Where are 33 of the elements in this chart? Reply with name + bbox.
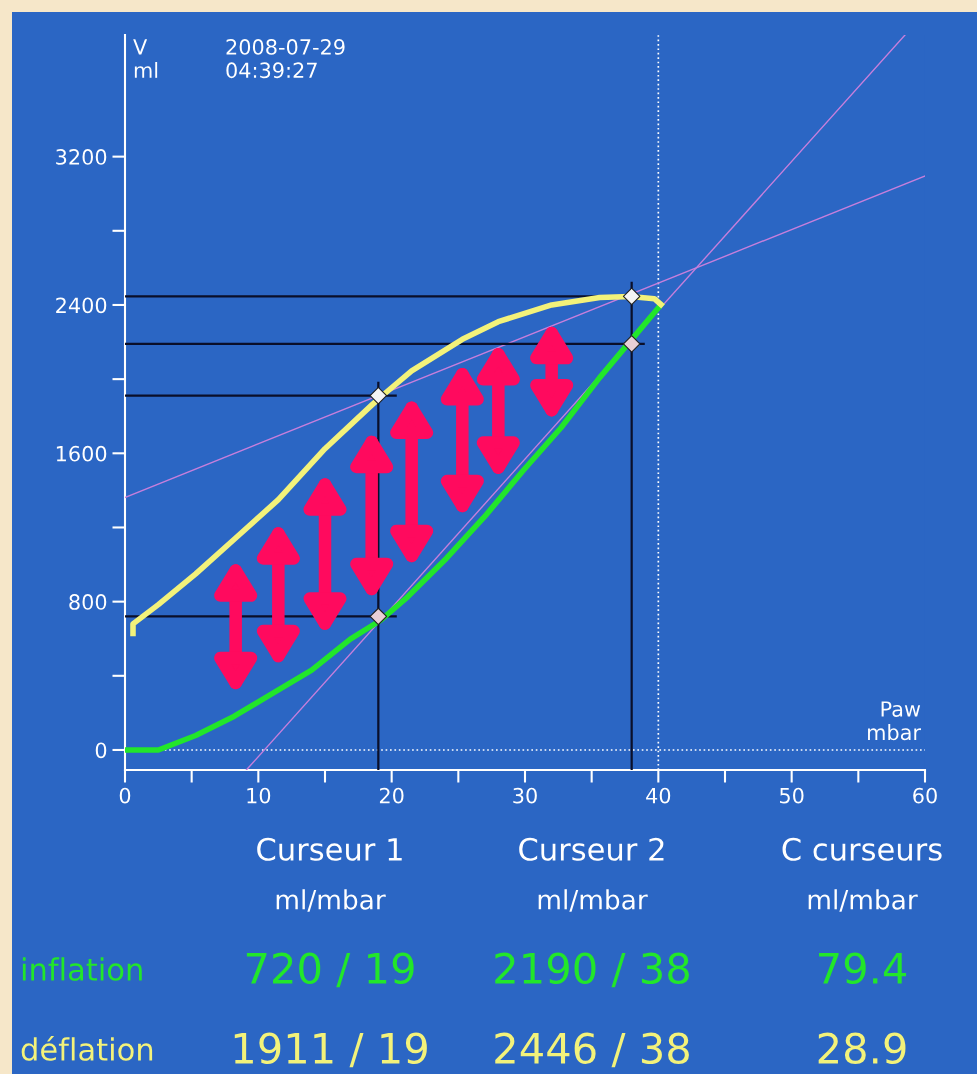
x-tick-label: 20 [379,787,404,804]
x-axis-title: Paw mbar [868,701,921,741]
x-tick-label: 0 [119,787,131,804]
y-tick-label: 2400 [56,297,107,314]
y-tick-label: 0 [95,742,107,759]
text: ml/mbar [538,889,648,912]
y-axis-title: V ml [133,39,158,78]
annotation: 2008-07-29 04:39:27 [226,39,345,79]
x-tick-label: 60 [913,787,937,804]
x-tick-label: 10 [247,787,271,804]
point [622,287,641,306]
text: 1911 / 19 [234,1032,427,1068]
text: inflation [22,957,142,981]
y-tick-label: 800 [69,594,107,610]
text: Curseur 1 [257,837,402,861]
text: ml/mbar [276,889,386,912]
text: Curseur 2 [519,837,664,861]
point [369,607,388,626]
y-tick-label: 1600 [56,445,107,462]
text: déflation [21,1035,153,1061]
text: ml/mbar [808,889,918,912]
text: 2446 / 38 [495,1032,689,1068]
text: C curseurs [782,837,942,861]
point [622,335,641,353]
y-tick-label: 3200 [56,149,107,165]
x-tick-label: 50 [780,787,804,804]
point [369,386,388,405]
x-tick-label: 30 [513,787,537,804]
text: 720 / 19 [246,952,414,988]
text: 2190 / 38 [495,952,689,988]
text: 79.4 [819,952,907,985]
text: 28.9 [818,1032,906,1065]
x-tick-label: 40 [646,787,671,804]
